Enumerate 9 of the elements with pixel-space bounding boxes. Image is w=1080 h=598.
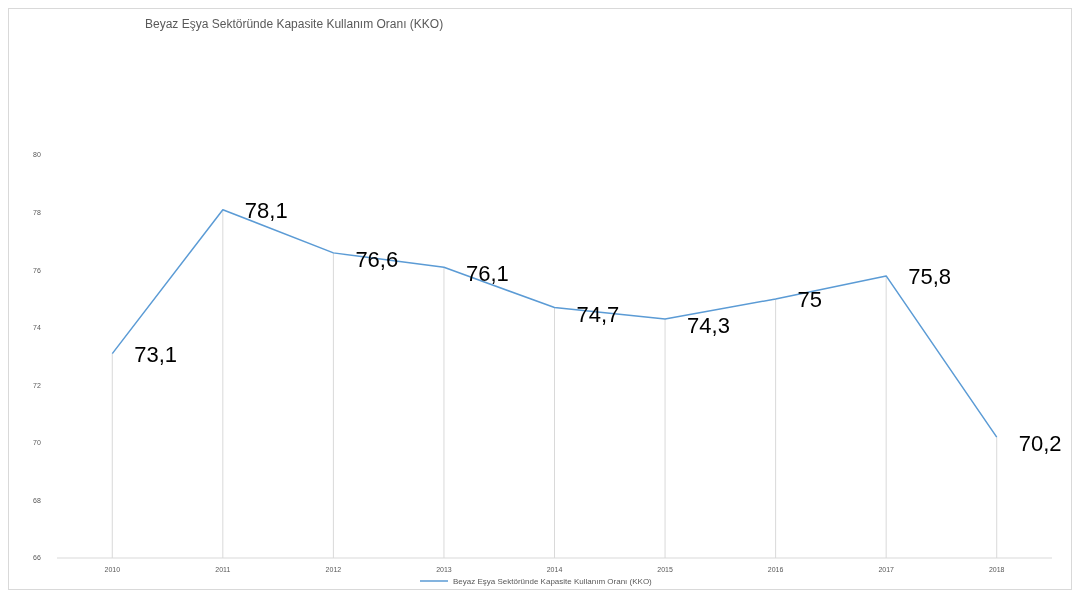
legend-label: Beyaz Eşya Sektöründe Kapasite Kullanım Oranı (KKO): [453, 577, 653, 586]
data-label: 78,1: [244, 197, 288, 223]
data-label: 75,8: [908, 263, 951, 289]
data-label: 70,2: [1018, 431, 1062, 457]
data-label: 75: [797, 286, 823, 312]
data-label: 73,1: [134, 341, 178, 367]
data-label: 74,3: [687, 313, 730, 339]
chart-title: Beyaz Eşya Sektöründe Kapasite Kullanım Oranı (KKO): [145, 17, 444, 31]
data-label: 76,1: [465, 261, 509, 287]
